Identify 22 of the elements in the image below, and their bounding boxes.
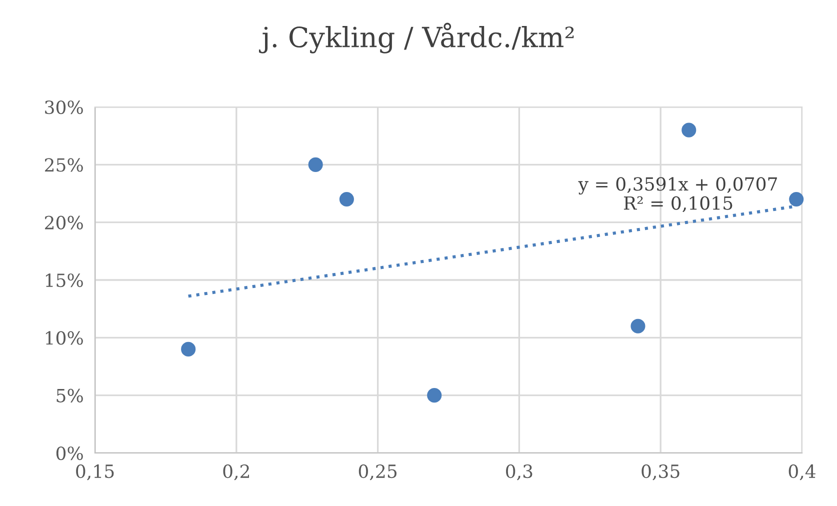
y-tick-label: 5% (56, 388, 83, 402)
point (181, 342, 196, 356)
y-tick-label: 15% (46, 273, 83, 288)
y-tick-label: 0% (56, 446, 83, 460)
point (682, 122, 696, 138)
point (339, 192, 354, 207)
x-tick-label: 0,15 (76, 464, 114, 480)
y-tick-label: 25% (44, 158, 83, 172)
x-tick-label: 0,3 (506, 464, 532, 480)
y-tick-label: 20% (44, 216, 83, 230)
y-tick-label: 10% (46, 331, 83, 345)
x-tick-label: 0,35 (642, 464, 680, 480)
x-tick-label: 0,25 (358, 464, 397, 480)
annotation: y = 0,3591x + 0,0707 R² = 0,1015 (578, 177, 777, 212)
x-tick-label: 0,2 (223, 464, 249, 480)
y-tick-label: 30% (45, 100, 83, 114)
point (427, 388, 442, 403)
x-tick-label: 0,4 (788, 464, 816, 480)
point (789, 192, 804, 207)
point (630, 318, 646, 334)
chart-title: j. Cykling / Vårdc./km² (258, 22, 574, 54)
point (308, 157, 323, 172)
